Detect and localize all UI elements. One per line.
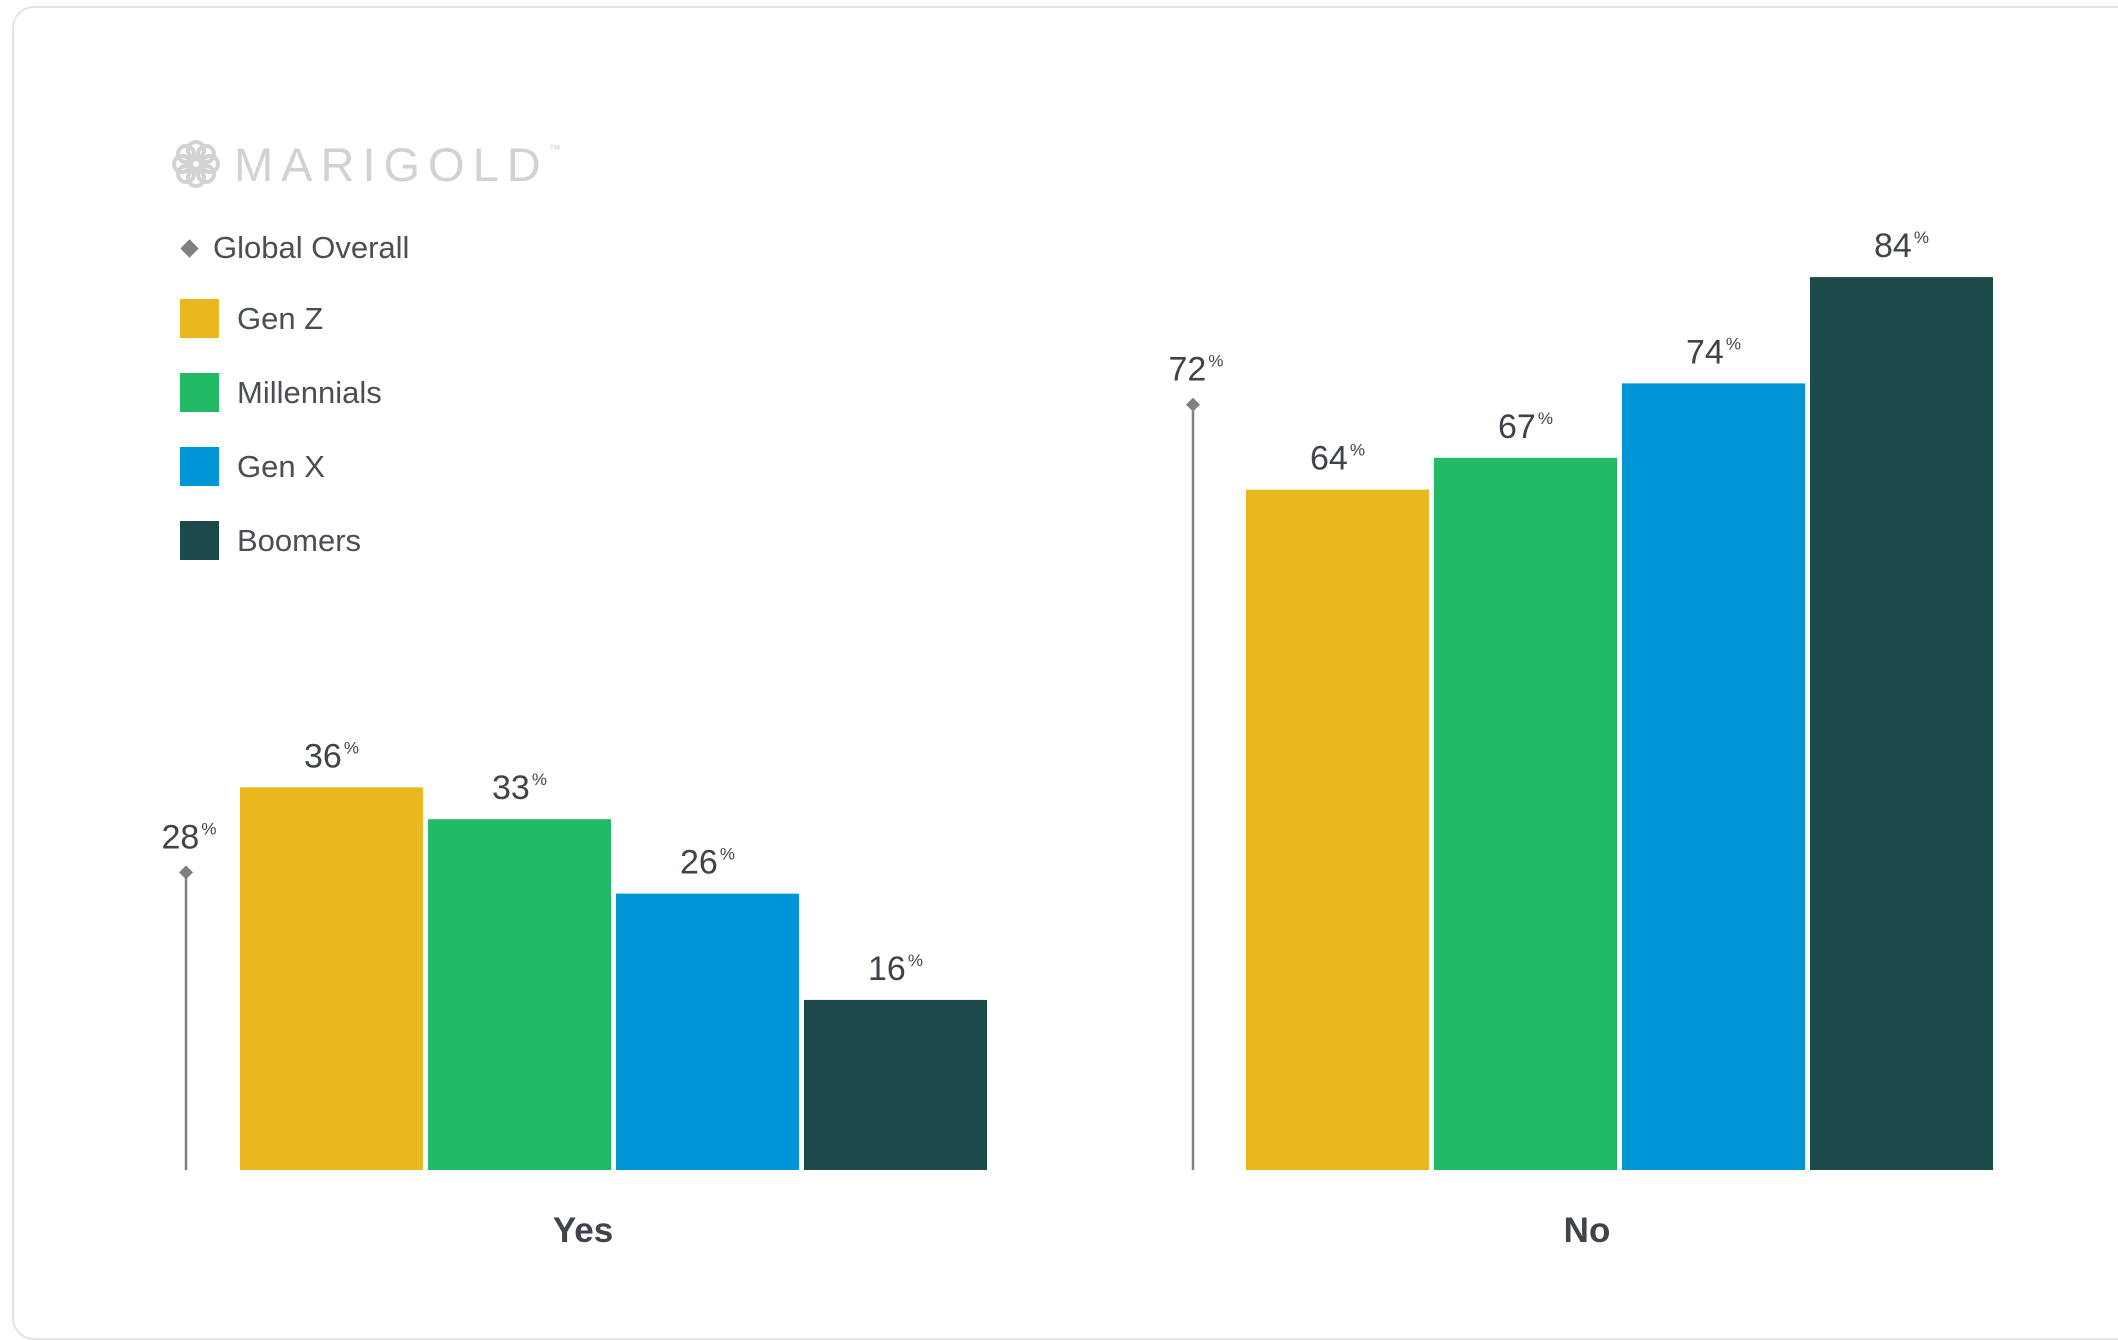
- legend-item-gen-x: Gen X: [180, 447, 325, 486]
- value-label-gen-x-no: 74%: [1686, 333, 1741, 371]
- legend-label-gen-x: Gen X: [237, 448, 325, 484]
- legend-item-millennials: Millennials: [180, 373, 382, 412]
- category-label-yes: Yes: [553, 1211, 613, 1250]
- overall-value-label-yes: 28%: [162, 818, 217, 856]
- legend-item-overall: Global Overall: [180, 230, 409, 266]
- category-label-no: No: [1564, 1211, 1611, 1250]
- legend-item-gen-z: Gen Z: [180, 299, 323, 338]
- value-label-gen-z-yes: 36%: [304, 737, 359, 775]
- bar-gen-z-no: [1246, 489, 1429, 1170]
- legend-label-millennials: Millennials: [237, 374, 382, 410]
- value-label-boomers-yes: 16%: [868, 950, 923, 988]
- legend-swatch-millennials: [180, 373, 219, 412]
- legend-label-gen-z: Gen Z: [237, 300, 324, 336]
- legend-item-boomers: Boomers: [180, 521, 361, 560]
- brand-trademark: ™: [548, 142, 561, 156]
- bar-gen-x-yes: [616, 893, 799, 1170]
- overall-marker-no: [1186, 397, 1200, 412]
- bar-boomers-no: [1810, 277, 1993, 1171]
- legend-label-overall: Global Overall: [213, 230, 410, 265]
- value-label-boomers-no: 84%: [1874, 227, 1929, 265]
- value-label-gen-x-yes: 26%: [680, 844, 735, 882]
- value-label-millennials-no: 67%: [1498, 408, 1553, 446]
- brand-name: MARIGOLD: [234, 137, 549, 191]
- overall-marker-yes: [179, 865, 193, 880]
- bar-gen-x-no: [1622, 383, 1805, 1170]
- value-label-millennials-yes: 33%: [492, 769, 547, 807]
- bar-boomers-yes: [804, 999, 987, 1170]
- bar-gen-z-yes: [240, 787, 423, 1170]
- bar-millennials-no: [1434, 457, 1617, 1170]
- legend-label-boomers: Boomers: [237, 522, 362, 558]
- brand-logo: MARIGOLD ™: [170, 136, 561, 192]
- flower-icon: [172, 140, 220, 188]
- bar-millennials-yes: [428, 819, 611, 1170]
- legend-swatch-boomers: [180, 521, 219, 560]
- legend-swatch-gen-z: [180, 299, 219, 338]
- overall-value-label-no: 72%: [1169, 351, 1224, 389]
- legend-swatch-gen-x: [180, 447, 219, 486]
- value-label-gen-z-no: 64%: [1310, 440, 1365, 478]
